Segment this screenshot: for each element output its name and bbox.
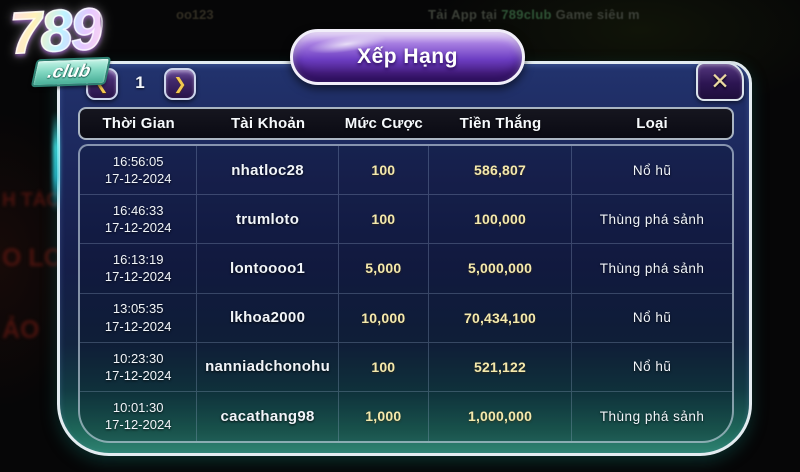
cell-account: nhatloc28 bbox=[197, 146, 339, 195]
cell-bet: 1,000 bbox=[339, 391, 429, 441]
cell-account: trumloto bbox=[197, 195, 339, 244]
cell-type: Nổ hũ bbox=[632, 162, 672, 178]
cell-bet: 100 bbox=[339, 146, 429, 195]
cell-account: lontoooo1 bbox=[197, 244, 339, 293]
cell-win: 100,000 bbox=[429, 195, 573, 244]
table-body: 16:56:05 17-12-2024 nhatloc28 100 586,807… bbox=[78, 144, 734, 443]
header-account: Tài Khoản bbox=[230, 115, 306, 132]
header-type: Loại bbox=[636, 115, 668, 132]
cell-time: 10:01:30 17-12-2024 bbox=[80, 391, 198, 441]
cell-account: lkhoa2000 bbox=[197, 293, 339, 342]
cell-bet: 10,000 bbox=[339, 293, 429, 342]
table-header: Thời Gian Tài Khoản Mức Cược Tiền Thắng … bbox=[78, 107, 734, 140]
top-marquee-text: Tải App tại 789club Game siêu m bbox=[428, 7, 640, 22]
dialog-title-banner: Xếp Hạng bbox=[290, 29, 525, 85]
next-page-button[interactable]: ❯ bbox=[164, 68, 196, 100]
dialog-title: Xếp Hạng bbox=[357, 45, 458, 68]
cell-win: 521,122 bbox=[429, 342, 573, 391]
background-fragment: H TÁC bbox=[2, 190, 60, 211]
panel-edge-glow bbox=[53, 112, 59, 212]
cell-win: 5,000,000 bbox=[429, 244, 573, 293]
cell-time: 13:05:35 17-12-2024 bbox=[80, 293, 198, 342]
cell-bet: 100 bbox=[339, 195, 429, 244]
close-icon: ✕ bbox=[710, 68, 730, 94]
table-row: 16:13:19 17-12-2024 lontoooo1 5,000 5,000… bbox=[80, 244, 732, 294]
cell-time: 16:56:05 17-12-2024 bbox=[80, 146, 198, 195]
table-row: 16:46:33 17-12-2024 trumloto 100 100,000 … bbox=[80, 195, 732, 245]
table-row: 13:05:35 17-12-2024 lkhoa2000 10,000 70,4… bbox=[80, 293, 732, 343]
cell-type: Nổ hũ bbox=[632, 359, 672, 375]
header-time: Thời Gian bbox=[102, 115, 175, 132]
cell-type: Thùng phá sảnh bbox=[599, 211, 705, 227]
cell-bet: 5,000 bbox=[339, 244, 429, 293]
cell-type: Nổ hũ bbox=[632, 310, 672, 326]
cell-account: nanniadchonohu bbox=[197, 342, 339, 391]
table-row: 10:01:30 17-12-2024 cacathang98 1,000 1,0… bbox=[80, 391, 732, 441]
marquee-link-text: 789club bbox=[501, 7, 552, 22]
header-win: Tiền Thắng bbox=[459, 115, 542, 132]
table-row: 16:56:05 17-12-2024 nhatloc28 100 586,807… bbox=[80, 146, 732, 196]
cell-time: 10:23:30 17-12-2024 bbox=[80, 342, 198, 391]
close-button[interactable]: ✕ bbox=[696, 62, 744, 101]
cell-account: cacathang98 bbox=[197, 391, 339, 441]
cell-type: Thùng phá sảnh bbox=[599, 408, 705, 424]
cell-type: Thùng phá sảnh bbox=[599, 260, 705, 276]
ranking-dialog: Xếp Hạng ❮ 1 ❯ ✕ Thời Gian Tài Khoản Mức… bbox=[57, 29, 752, 456]
cell-win: 586,807 bbox=[429, 146, 573, 195]
chevron-right-icon: ❯ bbox=[173, 76, 187, 93]
789club-logo[interactable]: 789 .club bbox=[4, 0, 194, 100]
cell-win: 1,000,000 bbox=[429, 391, 573, 441]
cell-time: 16:46:33 17-12-2024 bbox=[80, 195, 198, 244]
page-number: 1 bbox=[135, 73, 145, 92]
header-bet: Mức Cược bbox=[344, 115, 423, 132]
table-row: 10:23:30 17-12-2024 nanniadchonohu 100 52… bbox=[80, 342, 732, 392]
background-fragment: ẢO bbox=[2, 316, 40, 344]
cell-time: 16:13:19 17-12-2024 bbox=[80, 244, 198, 293]
cell-bet: 100 bbox=[339, 342, 429, 391]
logo-club-ribbon: .club bbox=[30, 56, 112, 88]
cell-win: 70,434,100 bbox=[429, 293, 573, 342]
background-fragment: O LO bbox=[2, 244, 60, 272]
background-username-fragment: oo123 bbox=[176, 7, 214, 22]
